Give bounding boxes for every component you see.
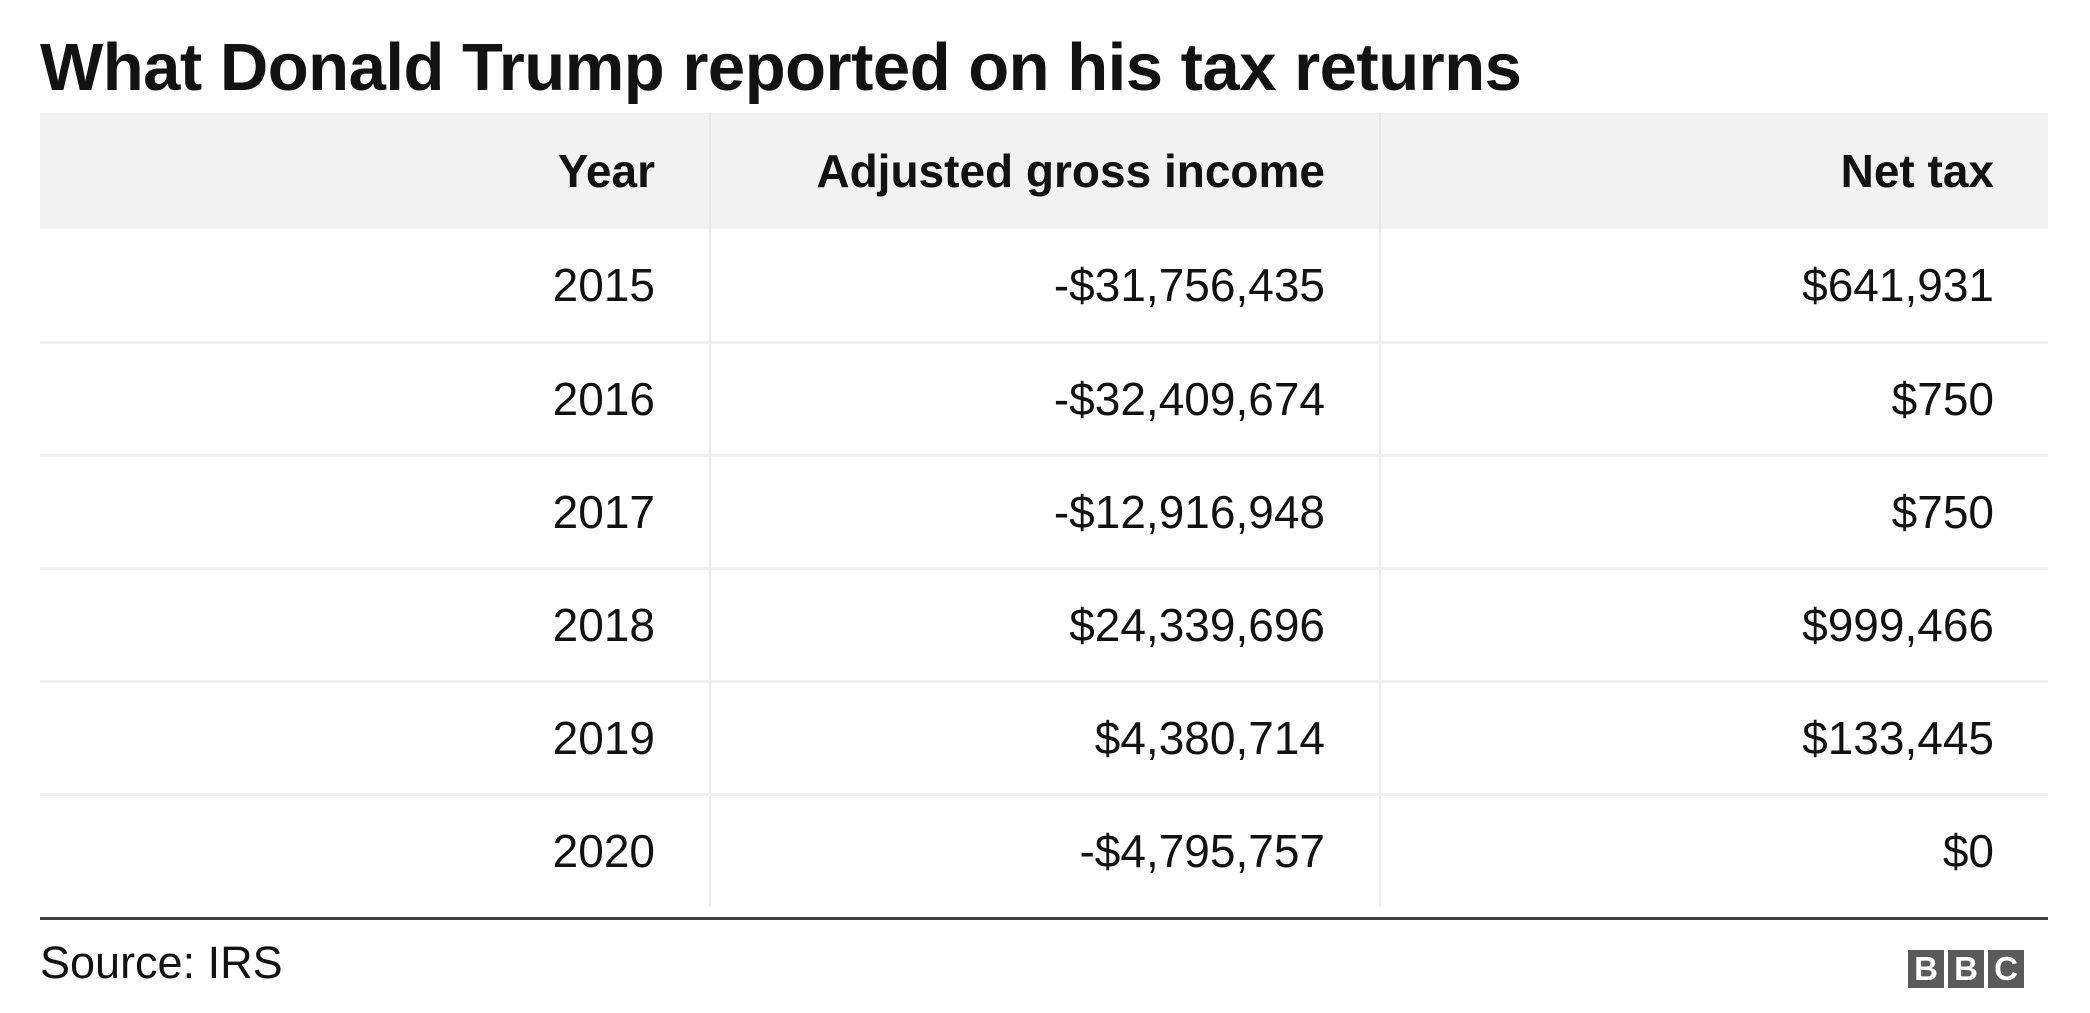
cell-year: 2020	[40, 794, 711, 907]
cell-net-tax: $133,445	[1802, 711, 1994, 764]
bbc-logo: B B C	[1908, 950, 2024, 988]
table-header-row: Year Adjusted gross income Net tax	[40, 113, 2048, 229]
cell-adjusted-gross-income: $24,339,696	[710, 568, 1381, 681]
table-row: 2019 $4,380,714 $133,445	[40, 681, 2048, 794]
cell-adjusted-gross-income: -$32,409,674	[710, 342, 1381, 455]
cell-year: 2016	[40, 342, 711, 455]
bbc-logo-letter: B	[1948, 950, 1984, 988]
bbc-logo-letter: C	[1988, 950, 2024, 988]
bbc-logo-letter: B	[1908, 950, 1944, 988]
cell-year: 2018	[40, 568, 711, 681]
chart-title: What Donald Trump reported on his tax re…	[40, 30, 1522, 105]
tax-returns-table: Year Adjusted gross income Net tax 2015 …	[40, 113, 2048, 907]
cell-net-tax: $750	[1891, 372, 1994, 425]
cell-net-tax: $0	[1942, 825, 1994, 878]
column-header-net-tax: Net tax	[1840, 145, 1994, 197]
cell-adjusted-gross-income: -$4,795,757	[710, 794, 1381, 907]
table-row: 2015 -$31,756,435 $641,931	[40, 229, 2048, 342]
column-header-adjusted-gross-income: Adjusted gross income	[710, 113, 1381, 229]
table-row: 2016 -$32,409,674 $750	[40, 342, 2048, 455]
cell-net-tax: $999,466	[1802, 598, 1994, 651]
cell-adjusted-gross-income: -$31,756,435	[710, 229, 1381, 342]
column-header-year: Year	[40, 113, 711, 229]
cell-net-tax: $750	[1891, 485, 1994, 538]
cell-year: 2019	[40, 681, 711, 794]
cell-year: 2017	[40, 455, 711, 568]
cell-adjusted-gross-income: $4,380,714	[710, 681, 1381, 794]
table-row: 2020 -$4,795,757 $0	[40, 794, 2048, 907]
cell-adjusted-gross-income: -$12,916,948	[710, 455, 1381, 568]
source-note: Source: IRS	[40, 937, 283, 988]
cell-net-tax: $641,931	[1802, 258, 1994, 311]
bottom-divider	[40, 917, 2048, 920]
table-row: 2018 $24,339,696 $999,466	[40, 568, 2048, 681]
table-row: 2017 -$12,916,948 $750	[40, 455, 2048, 568]
cell-year: 2015	[40, 229, 711, 342]
